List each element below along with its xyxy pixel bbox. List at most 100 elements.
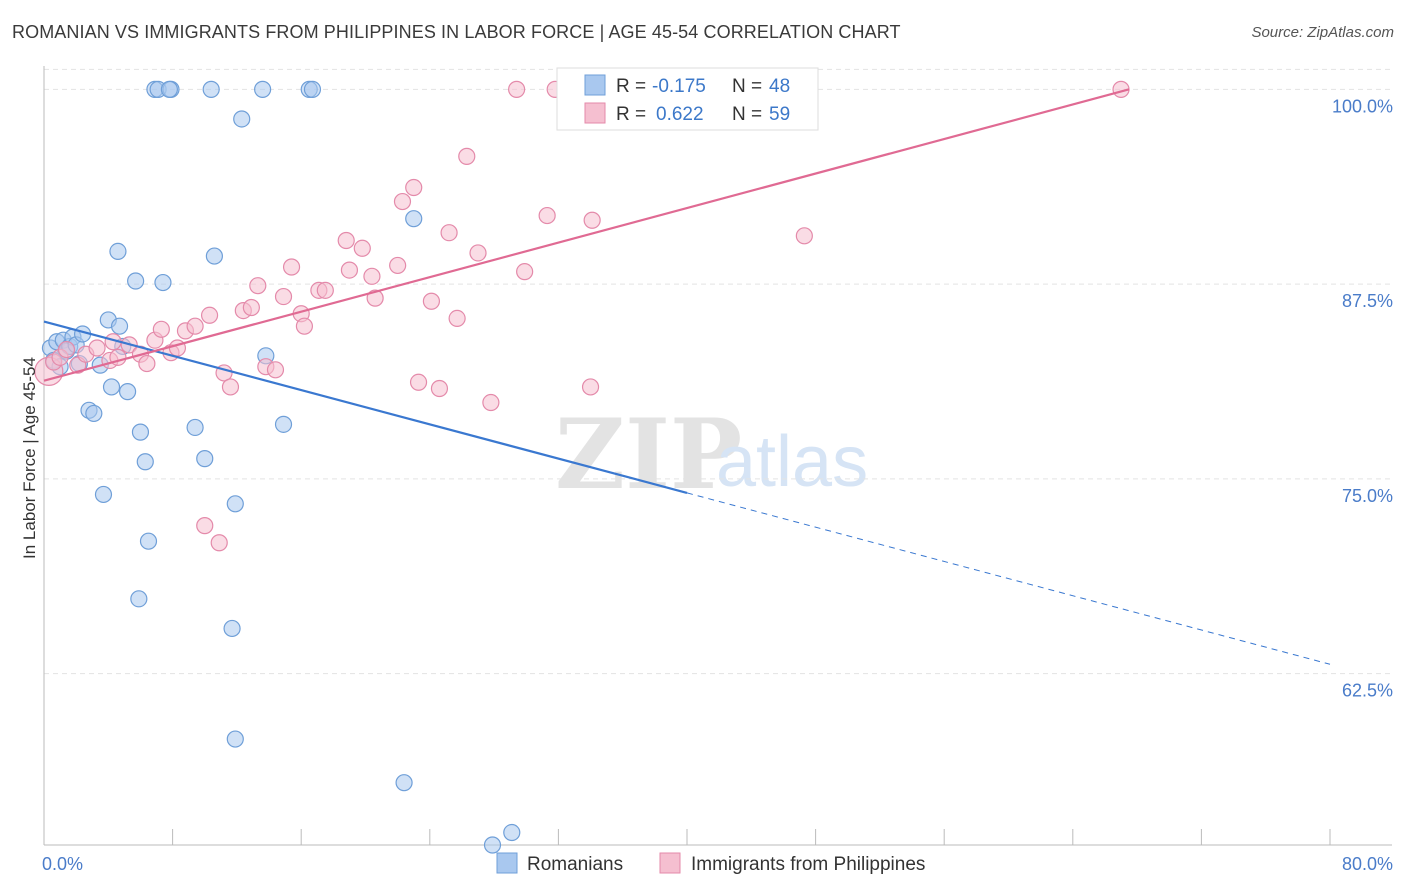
correlation-legend: R = -0.175 N = 48 R = 0.622 N = 59 bbox=[556, 67, 819, 131]
bottom-legend-romanians: Romanians bbox=[527, 854, 623, 875]
philippines-point bbox=[186, 317, 204, 335]
romanians-point bbox=[395, 774, 413, 792]
data-points bbox=[34, 80, 1130, 854]
philippines-point bbox=[200, 306, 219, 324]
philippines-point bbox=[88, 339, 106, 357]
romanians-point bbox=[223, 619, 241, 638]
romanians-point bbox=[139, 532, 158, 550]
philippines-point bbox=[405, 178, 423, 197]
philippines-point bbox=[282, 258, 301, 276]
romanians-trend-line bbox=[43, 320, 688, 494]
romanians-point bbox=[274, 415, 293, 433]
watermark-zip: ZIP bbox=[555, 398, 742, 511]
axes: 62.5% 75.0% 87.5% 100.0% 0.0% 80.0% bbox=[42, 66, 1393, 874]
philippines-point bbox=[274, 287, 293, 306]
philippines-point bbox=[366, 289, 384, 307]
romanians-point bbox=[136, 453, 154, 471]
legend-blue-r-value: -0.175 bbox=[652, 76, 706, 97]
romanians-point bbox=[127, 272, 145, 290]
philippines-point bbox=[458, 147, 476, 165]
philippines-point bbox=[516, 263, 534, 281]
y-tick-label: 100.0% bbox=[1332, 96, 1393, 116]
philippines-point bbox=[249, 277, 267, 295]
bottom-legend-philippines: Immigrants from Philippines bbox=[691, 854, 925, 875]
y-axis-label: In Labor Force | Age 45-54 bbox=[20, 357, 39, 559]
philippines-point bbox=[389, 256, 407, 275]
legend-swatch-pink bbox=[584, 102, 606, 124]
philippines-point bbox=[440, 224, 458, 242]
romanians-point bbox=[196, 450, 214, 468]
philippines-point bbox=[448, 309, 466, 327]
philippines-point bbox=[138, 354, 156, 373]
trend-lines bbox=[43, 88, 1331, 665]
legend-blue-r-label: R = bbox=[616, 76, 646, 97]
philippines-point bbox=[152, 320, 170, 338]
philippines-point bbox=[422, 292, 441, 310]
watermark-atlas: atlas bbox=[716, 422, 868, 502]
romanians-point bbox=[205, 247, 223, 265]
romanians-point bbox=[131, 423, 150, 441]
philippines-point bbox=[316, 281, 334, 299]
philippines-point bbox=[469, 244, 487, 262]
philippines-point bbox=[340, 261, 359, 279]
philippines-point bbox=[295, 317, 314, 335]
romanians-point bbox=[226, 730, 244, 748]
philippines-point bbox=[353, 239, 371, 257]
romanians-point bbox=[102, 378, 121, 396]
philippines-point bbox=[409, 373, 428, 391]
romanians-point bbox=[303, 80, 322, 98]
romanians-point bbox=[503, 823, 521, 842]
romanians-point bbox=[186, 418, 204, 437]
romanians-point bbox=[130, 590, 148, 608]
legend-pink-n-label: N = bbox=[732, 104, 762, 125]
gridlines bbox=[44, 68, 1392, 675]
philippines-point bbox=[583, 211, 601, 229]
romanians-point bbox=[254, 80, 272, 98]
romanians-trend-extension bbox=[686, 492, 1331, 665]
chart-title: ROMANIAN VS IMMIGRANTS FROM PHILIPPINES … bbox=[12, 22, 901, 42]
romanians-point bbox=[226, 495, 244, 513]
legend-blue-n-label: N = bbox=[732, 76, 762, 97]
romanians-point bbox=[110, 317, 129, 335]
legend-swatch-blue bbox=[584, 74, 606, 96]
philippines-trend-line bbox=[43, 88, 1130, 382]
romanians-point bbox=[109, 242, 127, 261]
philippines-point bbox=[221, 378, 240, 396]
philippines-point bbox=[210, 534, 228, 552]
romanians-point bbox=[85, 404, 103, 423]
y-tick-label: 87.5% bbox=[1342, 291, 1393, 311]
philippines-point bbox=[581, 378, 600, 396]
philippines-point bbox=[393, 192, 412, 211]
romanians-point bbox=[118, 383, 137, 401]
x-tick-label-min: 0.0% bbox=[42, 854, 83, 874]
legend-pink-r-label: R = bbox=[616, 104, 646, 125]
philippines-point bbox=[538, 206, 556, 225]
series-legend: Romanians Immigrants from Philippines bbox=[496, 852, 925, 875]
philippines-point bbox=[508, 80, 526, 98]
romanians-point bbox=[483, 836, 502, 854]
romanians-point bbox=[154, 273, 172, 292]
romanians-point bbox=[233, 110, 251, 128]
legend-blue-n-value: 48 bbox=[769, 76, 790, 97]
philippines-point bbox=[266, 361, 285, 379]
philippines-point bbox=[242, 298, 260, 317]
romanians-point bbox=[202, 80, 220, 98]
bottom-legend-swatch-philippines bbox=[659, 852, 681, 874]
philippines-point bbox=[57, 340, 76, 359]
philippines-point bbox=[482, 393, 500, 412]
philippines-point bbox=[430, 379, 449, 398]
philippines-point bbox=[795, 227, 813, 245]
philippines-point bbox=[337, 231, 355, 250]
philippines-point bbox=[363, 267, 381, 285]
romanians-point bbox=[405, 210, 423, 228]
bottom-legend-swatch-romanians bbox=[496, 852, 518, 874]
legend-pink-n-value: 59 bbox=[769, 104, 790, 125]
legend-pink-r-value: 0.622 bbox=[656, 104, 704, 125]
philippines-point bbox=[196, 517, 214, 535]
y-tick-label: 62.5% bbox=[1342, 681, 1393, 701]
y-tick-label: 75.0% bbox=[1342, 486, 1393, 506]
chart-source: Source: ZipAtlas.com bbox=[1251, 24, 1394, 41]
romanians-point bbox=[94, 485, 113, 504]
romanians-point bbox=[160, 80, 178, 98]
